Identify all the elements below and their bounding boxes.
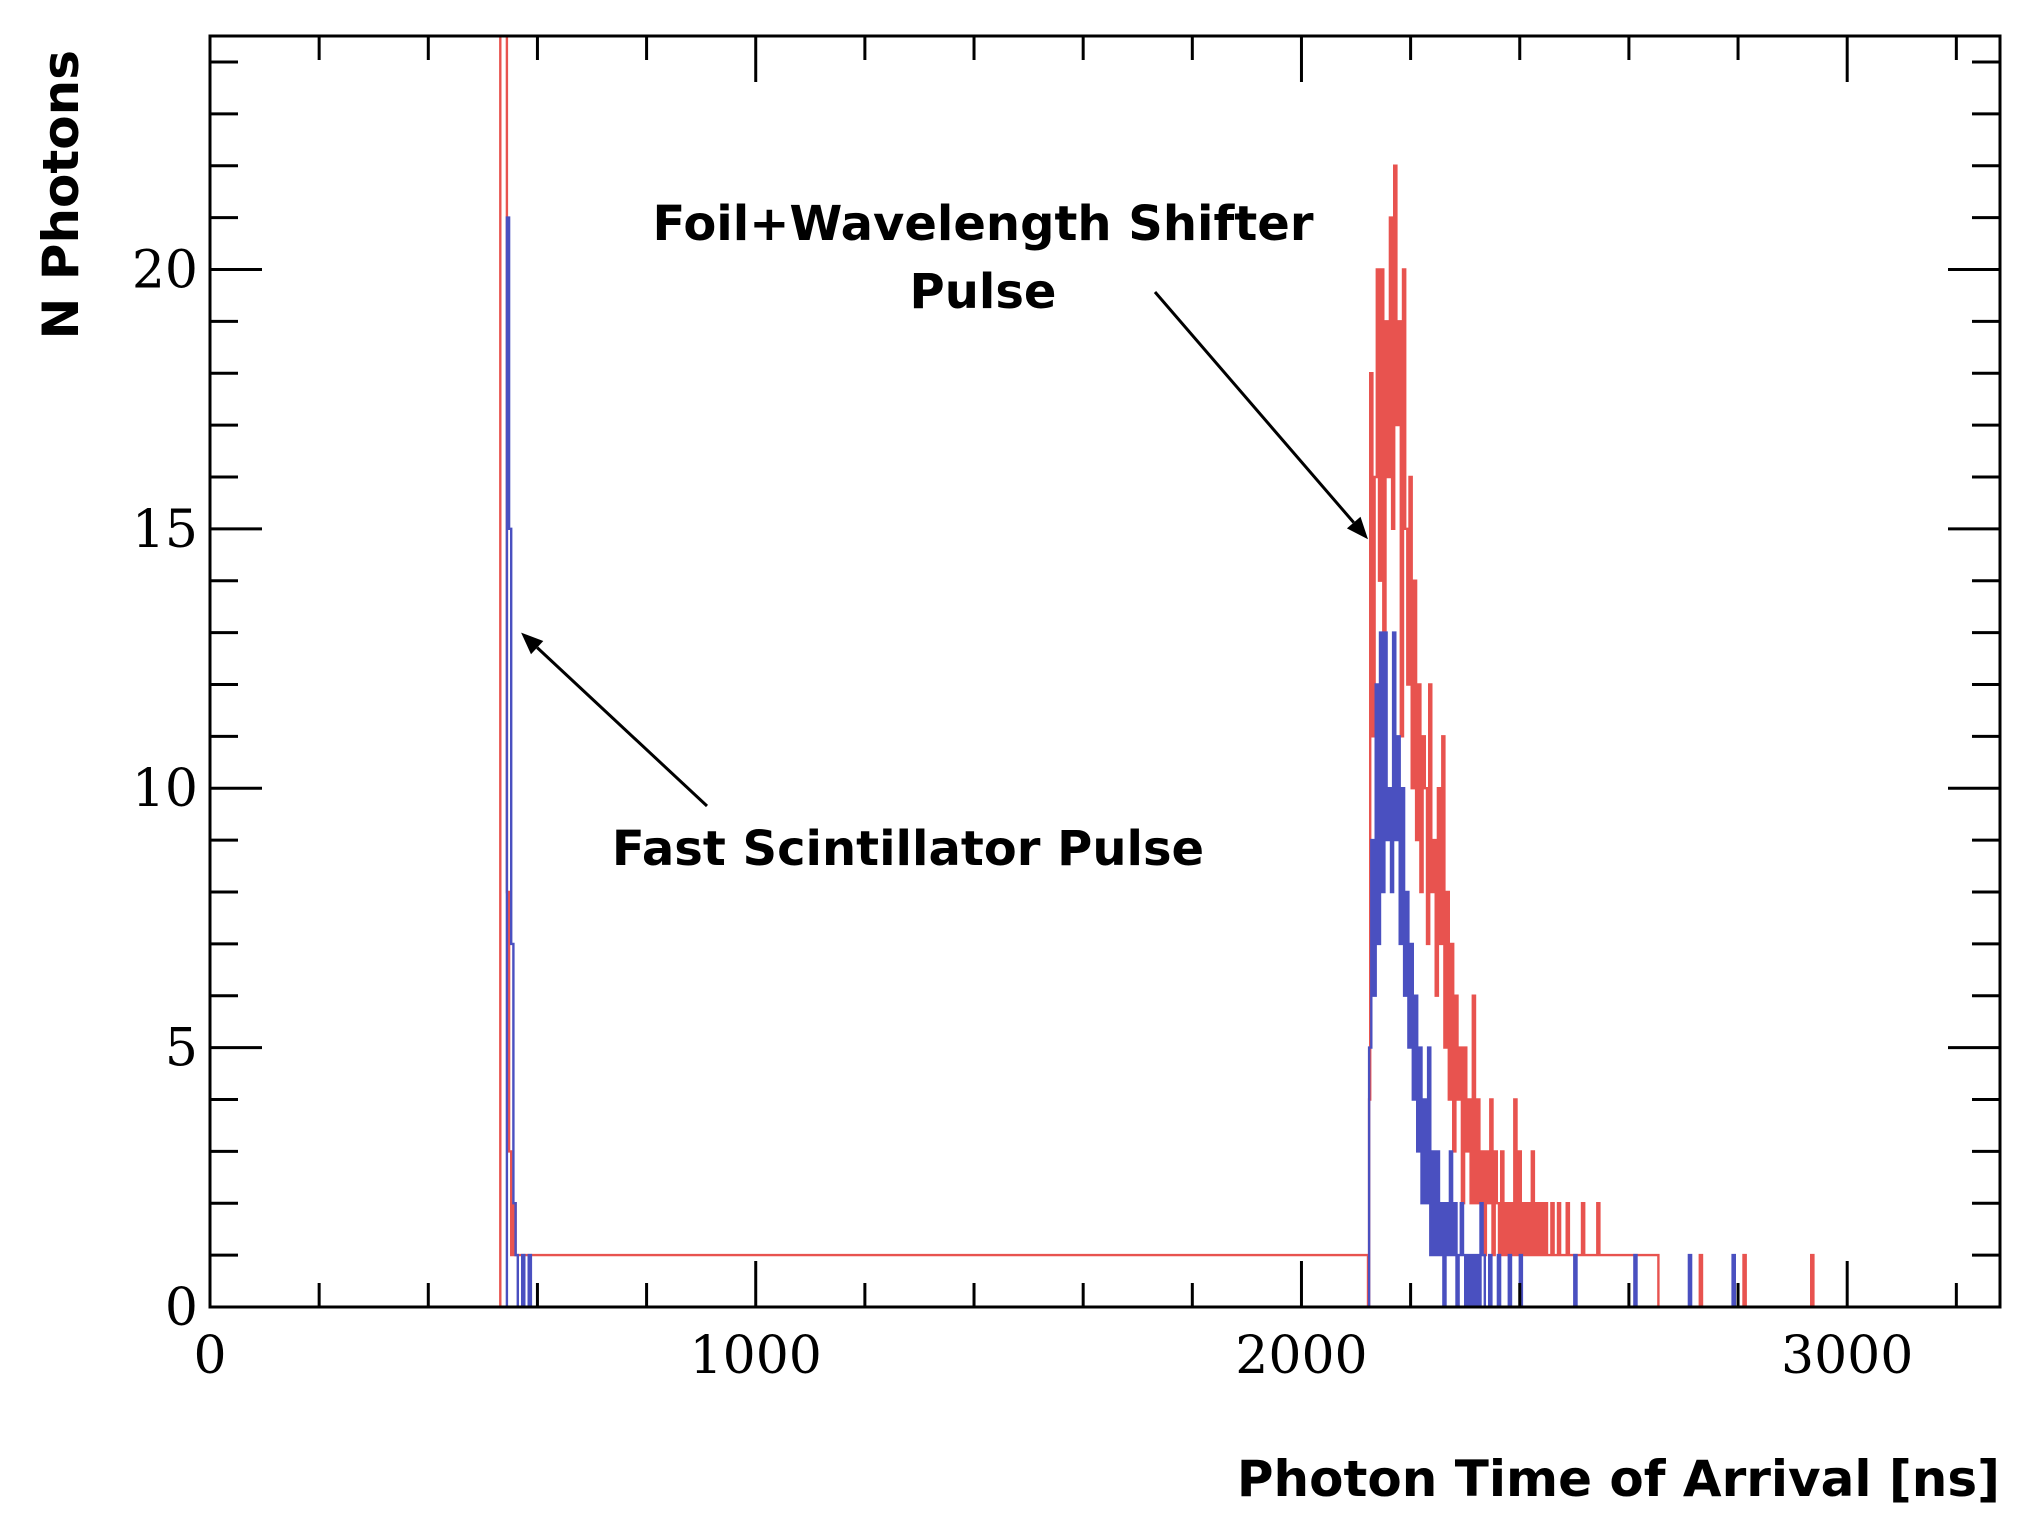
plot-frame: [208, 34, 2002, 1309]
ticks-layer: [208, 36, 2000, 1309]
series-blue-histogram: [210, 216, 2000, 1309]
series-red-histogram: [210, 34, 2000, 1309]
y-axis-title: N Photons: [32, 50, 90, 339]
annotation-arrow-foil: [1153, 291, 1355, 524]
x-tick-label: 3000: [1781, 1326, 1913, 1386]
labels-layer: 0 1000 2000 3000 0 5 10 15 20: [132, 240, 1914, 1386]
annotation-foil-line1: Foil+Wavelength Shifter: [652, 196, 1313, 252]
y-tick-label: 0: [165, 1278, 198, 1338]
x-tick-label: 0: [193, 1326, 226, 1386]
x-axis-title: Photon Time of Arrival [ns]: [1237, 1450, 2000, 1508]
series-layer: [210, 34, 2000, 1309]
annotation-fast-scintillator: Fast Scintillator Pulse: [612, 821, 1204, 877]
annotation-arrowhead-foil: [1346, 516, 1368, 540]
annotation-foil-line2: Pulse: [910, 264, 1057, 320]
y-tick-label: 15: [132, 500, 198, 560]
x-tick-label: 1000: [690, 1326, 822, 1386]
x-tick-label: 2000: [1235, 1326, 1367, 1386]
annotation-arrowhead-fast: [521, 632, 544, 655]
annotation-arrow-fast: [536, 646, 709, 808]
y-tick-label: 5: [165, 1019, 198, 1079]
y-tick-label: 10: [132, 759, 198, 819]
y-tick-label: 20: [132, 240, 198, 300]
